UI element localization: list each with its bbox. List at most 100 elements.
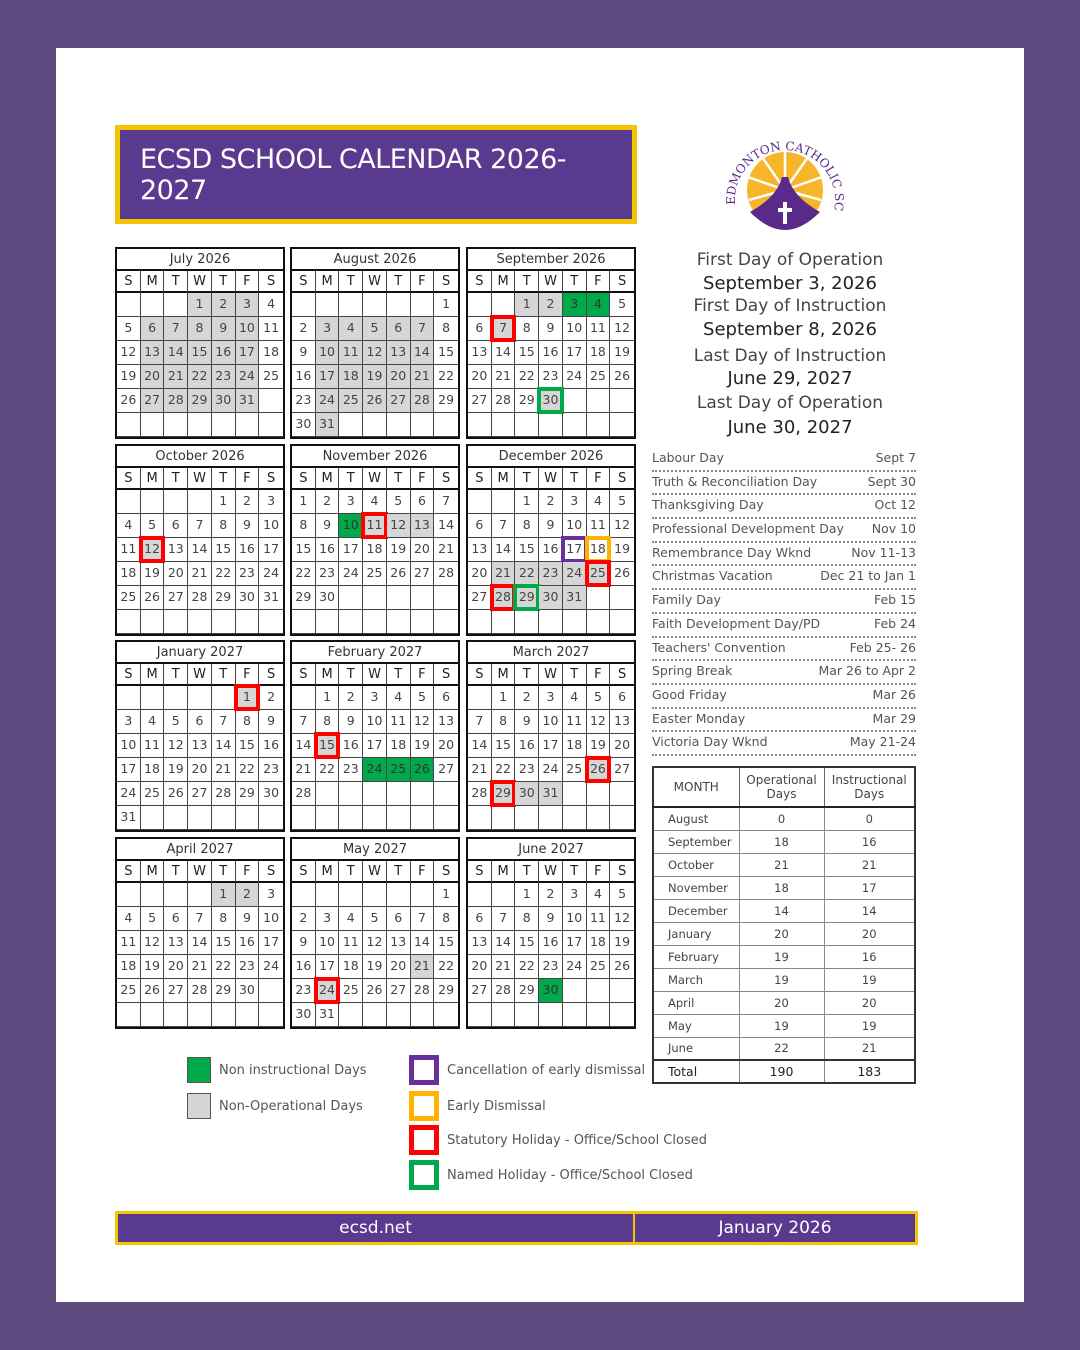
- day-cell: 29: [235, 782, 260, 806]
- weekday-header: M: [315, 861, 340, 883]
- day-cell: 26: [610, 562, 634, 586]
- day-cell: 22: [434, 365, 458, 389]
- empty-cell: [117, 686, 141, 710]
- day-cell: 16: [292, 955, 316, 979]
- month-title: June 2027: [468, 839, 634, 861]
- weekday-header: W: [539, 468, 563, 490]
- empty-cell: [211, 806, 236, 830]
- green-swatch-icon: [187, 1057, 211, 1083]
- weekday-header: W: [188, 664, 212, 686]
- day-cell: 23: [315, 562, 340, 586]
- empty-cell: [259, 1003, 283, 1027]
- day-cell: 27: [386, 979, 411, 1003]
- empty-cell: [434, 806, 458, 830]
- yellow-box-marker: [584, 536, 612, 563]
- empty-cell: [235, 806, 260, 830]
- table-cell: 21: [823, 1036, 916, 1061]
- day-cell: 11: [339, 931, 364, 955]
- header-instructional: Instructional Days: [823, 766, 916, 808]
- day-cell: 13: [140, 341, 165, 365]
- weekday-header: T: [515, 861, 540, 883]
- table-cell: 19: [823, 1013, 916, 1038]
- holiday-item: Spring Break Mar 26 to Apr 2: [652, 661, 916, 685]
- day-cell: 29: [292, 586, 316, 610]
- empty-cell: [164, 686, 189, 710]
- day-cell: 13: [410, 514, 435, 538]
- holiday-name: Good Friday: [652, 686, 727, 702]
- day-cell: 22: [434, 955, 458, 979]
- total-cell: 190: [738, 1059, 825, 1084]
- weekday-header: T: [562, 664, 587, 686]
- holiday-date: Mar 26 to Apr 2: [818, 663, 916, 679]
- weekday-header: M: [491, 664, 516, 686]
- red-box-marker: [138, 536, 166, 563]
- key-date-label: First Day of Operation: [696, 250, 884, 270]
- day-cell: 25: [339, 979, 364, 1003]
- day-cell: 30: [259, 782, 283, 806]
- day-cell: 3: [539, 686, 563, 710]
- day-cell: 31: [539, 782, 563, 806]
- month-march-2027: March 2027 S M T W T F S 1 2 3 4 5 6 7 8 9 10 11 12 13 14 15 16…: [466, 640, 636, 832]
- legend-named: Named Holiday - Office/School Closed: [409, 1160, 693, 1190]
- weekday-header: F: [235, 271, 260, 293]
- day-cell: 19: [140, 955, 165, 979]
- day-cell: 13: [468, 538, 492, 562]
- empty-cell: [562, 389, 587, 413]
- day-cell: 12: [363, 931, 387, 955]
- day-cell: 12: [363, 341, 387, 365]
- day-cell: 8: [515, 514, 540, 538]
- empty-cell: [491, 413, 516, 437]
- weekday-header: T: [164, 861, 189, 883]
- day-cell: 19: [610, 538, 634, 562]
- day-cell: 26: [584, 756, 612, 783]
- day-cell: 6: [468, 907, 492, 931]
- day-cell: 19: [610, 341, 634, 365]
- empty-cell: [586, 413, 611, 437]
- empty-cell: [610, 586, 634, 610]
- day-cell: 24: [259, 562, 283, 586]
- day-cell: 10: [235, 317, 260, 341]
- holiday-name: Family Day: [652, 592, 721, 608]
- weekday-header: T: [164, 271, 189, 293]
- empty-cell: [140, 490, 165, 514]
- day-cell: 19: [363, 955, 387, 979]
- day-cell: 5: [410, 686, 435, 710]
- day-cell: 10: [259, 907, 283, 931]
- day-cell: 14: [188, 931, 212, 955]
- day-cell: 24: [235, 365, 260, 389]
- day-cell: 18: [386, 734, 411, 758]
- weekday-header: S: [468, 271, 492, 293]
- day-cell: 21: [292, 758, 316, 782]
- weekday-header: S: [117, 664, 141, 686]
- empty-cell: [363, 1003, 387, 1027]
- day-cell: 18: [363, 538, 387, 562]
- key-date-value: June 30, 2027: [727, 417, 853, 438]
- day-cell: 17: [562, 931, 587, 955]
- day-cell: 9: [539, 907, 563, 931]
- weekday-header: F: [586, 861, 611, 883]
- day-cell: 21: [188, 955, 212, 979]
- red-box-marker: [489, 315, 517, 342]
- table-cell: 14: [823, 898, 916, 923]
- day-cell: 28: [292, 782, 316, 806]
- day-cell: 12: [610, 907, 634, 931]
- holiday-item: Teachers' Convention Feb 25- 26: [652, 638, 916, 662]
- weekday-header: S: [117, 468, 141, 490]
- empty-cell: [586, 806, 611, 830]
- empty-cell: [363, 293, 387, 317]
- month-february-2027: February 2027 S M T W T F S 1 2 3 4 5 6 7 8 9 10 11 12 13 14 1…: [290, 640, 460, 832]
- key-date-label: Last Day of Operation: [696, 393, 884, 413]
- holiday-date: Oct 12: [874, 497, 917, 513]
- empty-cell: [140, 610, 165, 634]
- weekday-header: M: [315, 468, 340, 490]
- holiday-name: Teachers' Convention: [652, 639, 786, 655]
- day-cell: 5: [610, 293, 634, 317]
- month-title: May 2027: [292, 839, 458, 861]
- weekday-header: S: [259, 468, 283, 490]
- holiday-name: Easter Monday: [652, 710, 746, 726]
- day-cell: 22: [491, 758, 516, 782]
- empty-cell: [386, 610, 411, 634]
- green-box-marker: [537, 387, 564, 414]
- footer-website[interactable]: ecsd.net: [118, 1214, 635, 1242]
- day-cell: 4: [586, 293, 611, 317]
